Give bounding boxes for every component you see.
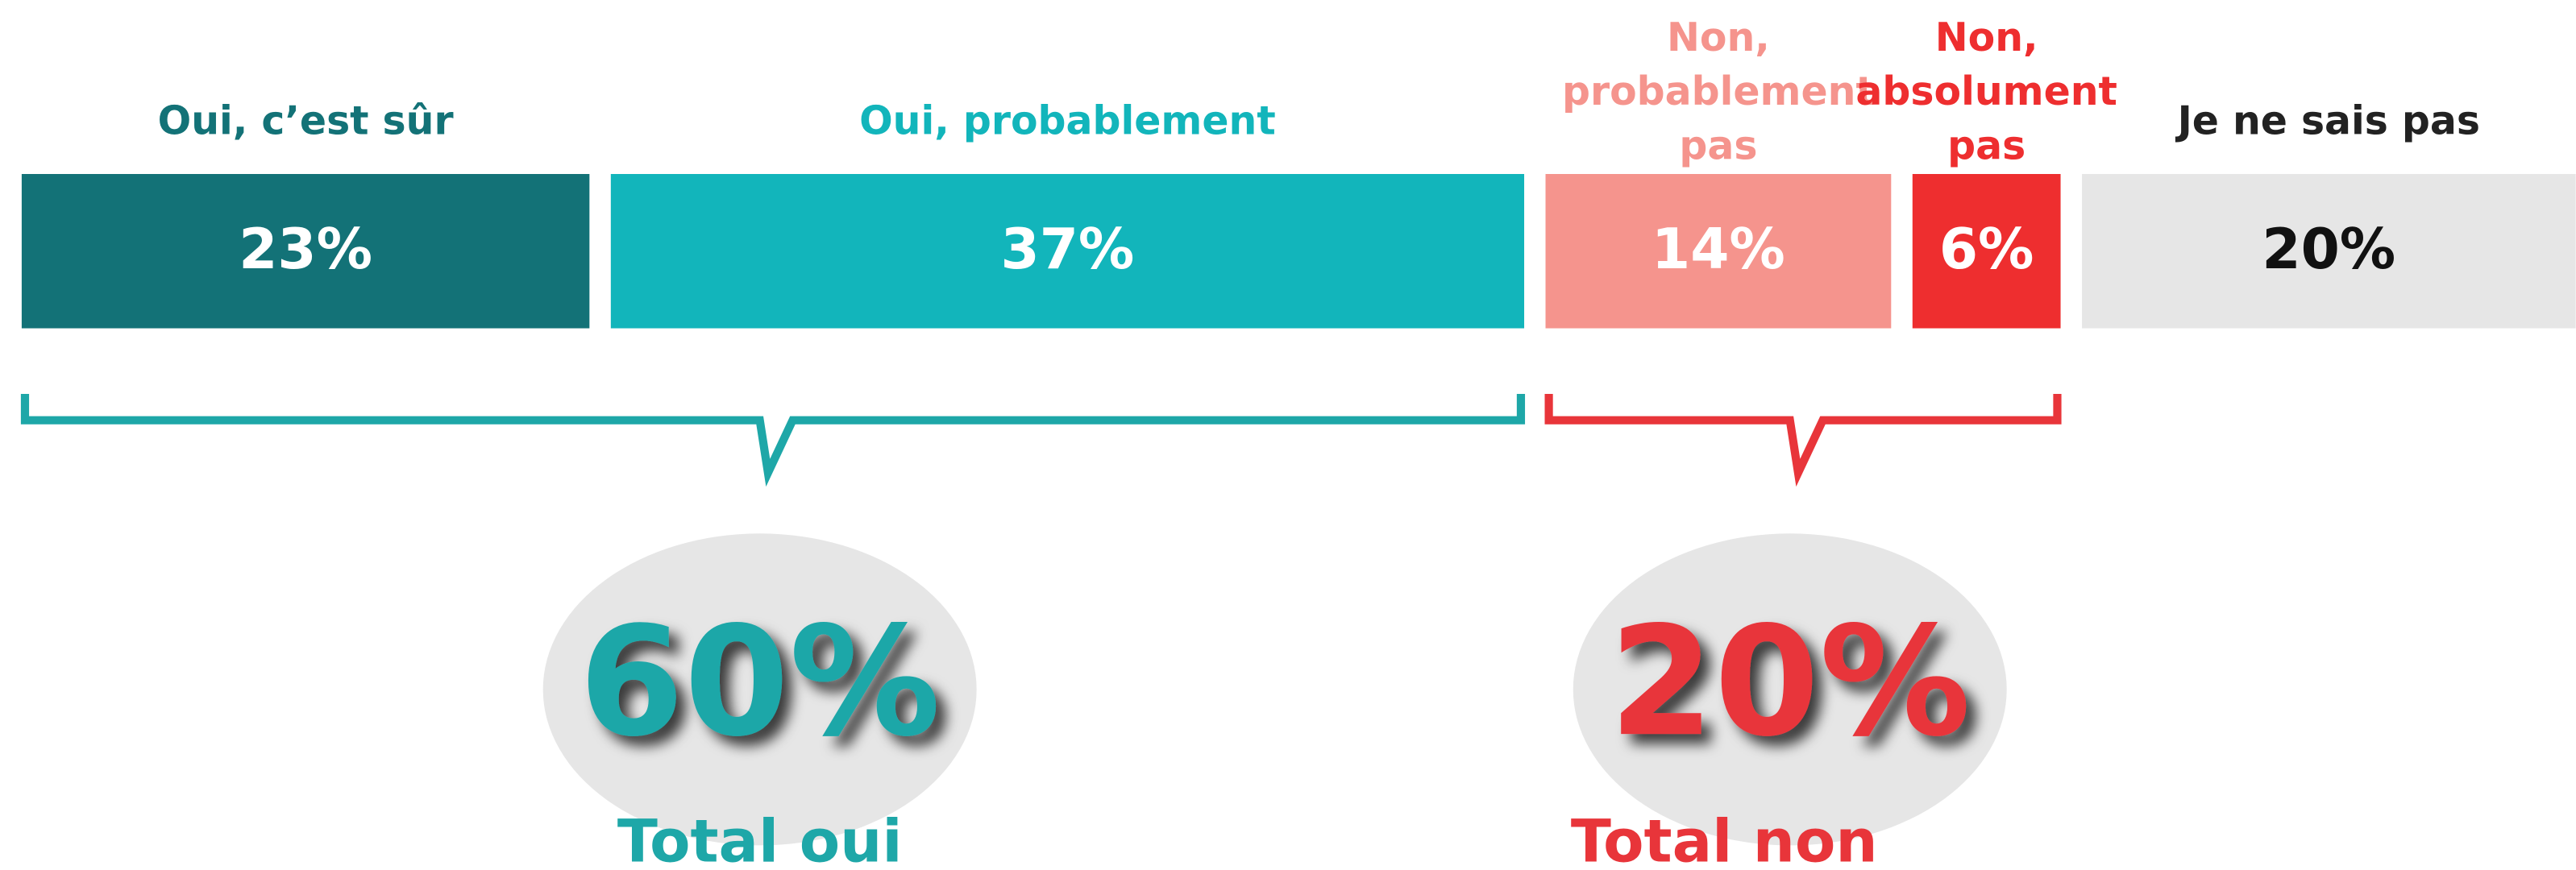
value-label: 37% [1001, 218, 1135, 282]
bar-segment [2082, 174, 2576, 329]
value-label: 20% [2262, 218, 2395, 282]
category-label: Je ne sais pas [2175, 97, 2480, 143]
total-label: Total non [1571, 807, 1878, 870]
value-label: 23% [239, 218, 372, 282]
bracket [20, 394, 1526, 487]
value-label: 14% [1652, 218, 1785, 282]
total-value: 60% [579, 594, 941, 770]
category-label: Oui, probablement [859, 97, 1276, 143]
total-label: Total oui [617, 807, 903, 870]
total-bubble [1573, 533, 2007, 846]
category-label: Oui, c’est sûr [158, 97, 454, 143]
bar-segment [1912, 174, 2061, 329]
value-label: 6% [1939, 218, 2034, 282]
bar-segment [1545, 174, 1892, 329]
category-label: Non, probablement pas [1562, 14, 1875, 168]
category-label: Non, absolument pas [1855, 14, 2117, 168]
bar-segment [610, 174, 1525, 329]
total-value: 20% [1609, 594, 1971, 770]
bar-segment [21, 174, 590, 329]
bracket [1544, 394, 2062, 487]
total-bubble [542, 533, 977, 846]
